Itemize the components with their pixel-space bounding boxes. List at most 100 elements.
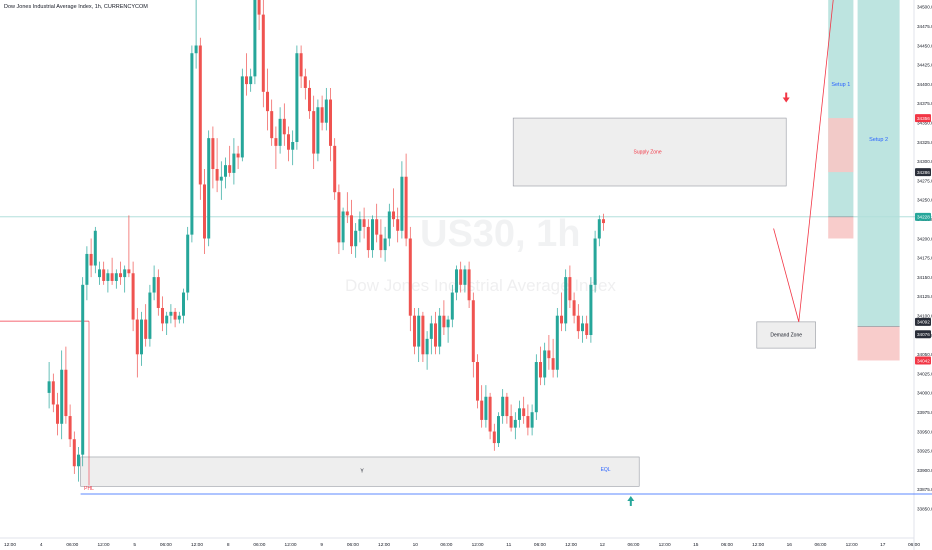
candle-body: [505, 396, 509, 417]
candle-body: [333, 145, 337, 193]
candle-body: [85, 253, 89, 285]
candle-body: [270, 111, 274, 139]
candle-body: [362, 219, 366, 227]
price-tick-label: 33975.00: [917, 410, 932, 415]
time-tick-label: 12:00: [378, 542, 390, 548]
candle-body: [371, 219, 374, 251]
candle-body: [329, 99, 332, 146]
candle-body: [253, 0, 257, 77]
time-tick-label: 06:00: [347, 542, 359, 548]
price-tick-label: 34325.00: [917, 140, 932, 145]
candle-body: [89, 253, 93, 266]
candle-body: [375, 219, 379, 235]
position-stop-0: [828, 216, 854, 239]
zone-rect-0: [512, 117, 787, 187]
time-tick-label: 15: [693, 542, 699, 548]
price-tick-label: 34125.00: [917, 294, 932, 299]
position-label-0: Setup 1: [831, 82, 850, 88]
candle-body: [224, 165, 227, 177]
candle-body: [383, 238, 387, 251]
candle-body: [429, 323, 433, 339]
position-label-1: Setup 2: [869, 137, 888, 143]
up-arrow-head: [627, 495, 635, 501]
time-tick-label: 12:00: [472, 542, 484, 548]
candle-body: [467, 269, 471, 301]
candle-body: [236, 153, 240, 158]
price-tick-label: 34350.00: [917, 121, 932, 126]
price-label-5: 34076: [917, 332, 930, 337]
candle-body: [509, 416, 513, 428]
candle-body: [354, 230, 358, 247]
candle-body: [366, 226, 370, 251]
candle-body: [282, 118, 286, 135]
time-tick-label: 06:00: [814, 542, 826, 548]
candle-body: [446, 319, 450, 328]
projection-path: [773, 0, 834, 322]
candle-body: [459, 269, 463, 285]
candle-body: [169, 311, 173, 316]
candle-body: [492, 431, 496, 444]
candle-body: [526, 416, 530, 428]
candle-body: [358, 219, 362, 231]
price-tick-label: 34250.00: [917, 198, 932, 203]
candle-body: [266, 91, 269, 112]
candle-body: [144, 319, 148, 339]
price-tick-label: 34100.00: [917, 314, 932, 319]
time-tick-label: 06:00: [440, 542, 452, 548]
candle-body: [539, 362, 542, 378]
candle-body: [291, 142, 295, 150]
candle-body: [177, 315, 181, 320]
price-label-6: 34042: [917, 358, 930, 363]
candle-body: [114, 273, 118, 281]
time-tick-label: 12:00: [4, 542, 16, 548]
position-target-1: [857, 0, 900, 327]
candle-body: [497, 416, 500, 444]
price-tick-label: 34500.00: [917, 5, 932, 10]
price-label-bg-2: [915, 168, 931, 177]
candle-body: [379, 234, 383, 251]
time-tick-label: 12:00: [659, 542, 671, 548]
candle-body: [408, 238, 412, 316]
time-tick-label: 12:00: [285, 542, 297, 548]
candle-body: [203, 184, 206, 239]
zone-rect-2: [80, 456, 640, 487]
candle-body: [232, 153, 236, 173]
price-tick-label: 34300.00: [917, 159, 932, 164]
candle-body: [123, 269, 127, 278]
candle-body: [186, 234, 190, 293]
time-tick-label: 11: [506, 542, 511, 548]
candle-body: [207, 138, 211, 239]
price-tick-label: 34175.00: [917, 256, 932, 261]
candle-body: [547, 350, 551, 359]
candle-body: [568, 277, 572, 301]
price-axis-panel: [914, 0, 932, 550]
candle-body: [303, 76, 307, 88]
candle-body: [585, 323, 589, 335]
candle-body: [308, 87, 311, 112]
candle-body: [152, 277, 156, 293]
time-tick-label: 16: [787, 542, 793, 548]
candle-body: [295, 53, 299, 142]
candle-body: [463, 269, 467, 285]
candle-body: [602, 219, 605, 224]
candle-body: [425, 338, 429, 355]
time-tick-label: 8: [227, 542, 230, 548]
candle-body: [190, 53, 194, 235]
price-tick-label: 34400.00: [917, 82, 932, 87]
candle-body: [119, 273, 122, 278]
candle-body: [127, 269, 131, 274]
candle-body: [228, 165, 232, 173]
candle-body: [442, 315, 446, 328]
candle-body: [518, 408, 521, 420]
zone-label-0: Supply Zone: [634, 150, 662, 156]
candle-body: [476, 362, 479, 401]
zone-label-3: EQL: [601, 467, 611, 473]
candle-body: [56, 404, 59, 424]
candle-body: [480, 400, 484, 420]
candle-body: [404, 176, 408, 239]
price-label-bg-4: [915, 317, 931, 326]
price-tick-label: 33875.00: [917, 487, 932, 492]
candle-body: [534, 362, 538, 413]
